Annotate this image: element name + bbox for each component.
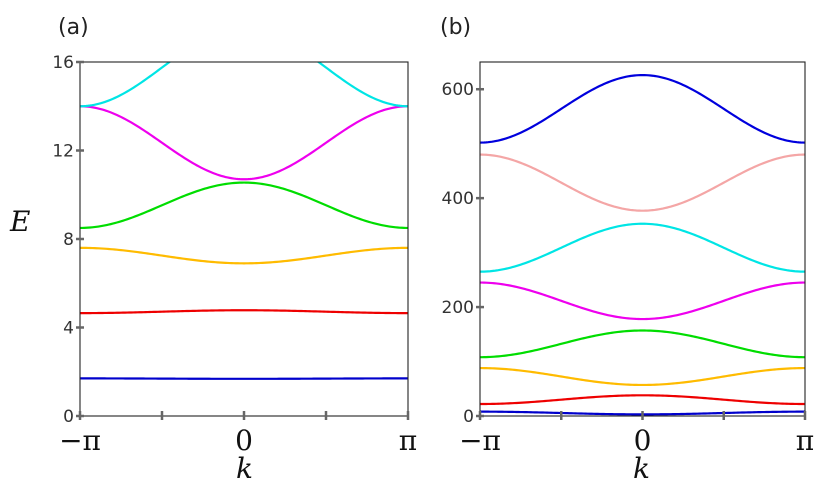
panel-b-label: (b) xyxy=(440,15,471,40)
panel-b-y-tick-label: 0 xyxy=(463,407,474,427)
panel-a-x-axis-label: k xyxy=(236,452,253,485)
panel-a-label: (a) xyxy=(58,15,89,40)
panel-a-y-tick-label: 0 xyxy=(63,407,74,427)
panel-b-y-tick-label: 600 xyxy=(442,80,474,100)
panel-a-x-tick-label: −π xyxy=(59,424,101,457)
panel-a-y-tick-label: 4 xyxy=(63,319,74,339)
panel-b-x-tick-label: 0 xyxy=(634,424,652,457)
panel-a-band-3-line xyxy=(80,246,408,265)
panel-b-frame xyxy=(479,61,806,417)
panel-b-band-5-line xyxy=(480,281,805,321)
panel-b-bands xyxy=(480,73,805,416)
panel-b-band-7-line xyxy=(480,153,805,212)
panel-b-band-8-line xyxy=(480,73,805,144)
panel-b-y-tick-label: 400 xyxy=(442,189,474,209)
panel-a-bands xyxy=(80,62,408,380)
panel-a-y-tick-label: 12 xyxy=(52,142,74,162)
panel-a-y-tick-label: 16 xyxy=(52,53,74,73)
panel-a-band-4-line xyxy=(80,181,408,230)
panel-b-band-2-line xyxy=(480,394,805,406)
panel-a-band-6-line xyxy=(80,62,408,108)
panel-b-x-axis-label: k xyxy=(633,452,650,485)
panel-a-band-5-line xyxy=(80,105,408,181)
panel-a-y-tick-label: 8 xyxy=(63,230,74,250)
panel-b-x-tick-label: π xyxy=(796,424,814,457)
panel-b-band-6-line xyxy=(480,222,805,273)
panel-b-band-3-line xyxy=(480,366,805,387)
panel-a-x-tick-label: 0 xyxy=(235,424,253,457)
panel-b-x-tick-label: −π xyxy=(459,424,501,457)
panel-a-frame xyxy=(79,61,409,417)
panel-b-band-4-line xyxy=(480,329,805,359)
panel-a-band-2-line xyxy=(80,309,408,315)
panel-a-x-tick-label: π xyxy=(399,424,417,457)
panel-a-y-axis-label: E xyxy=(9,205,30,238)
panel-b-y-tick-label: 200 xyxy=(442,298,474,318)
